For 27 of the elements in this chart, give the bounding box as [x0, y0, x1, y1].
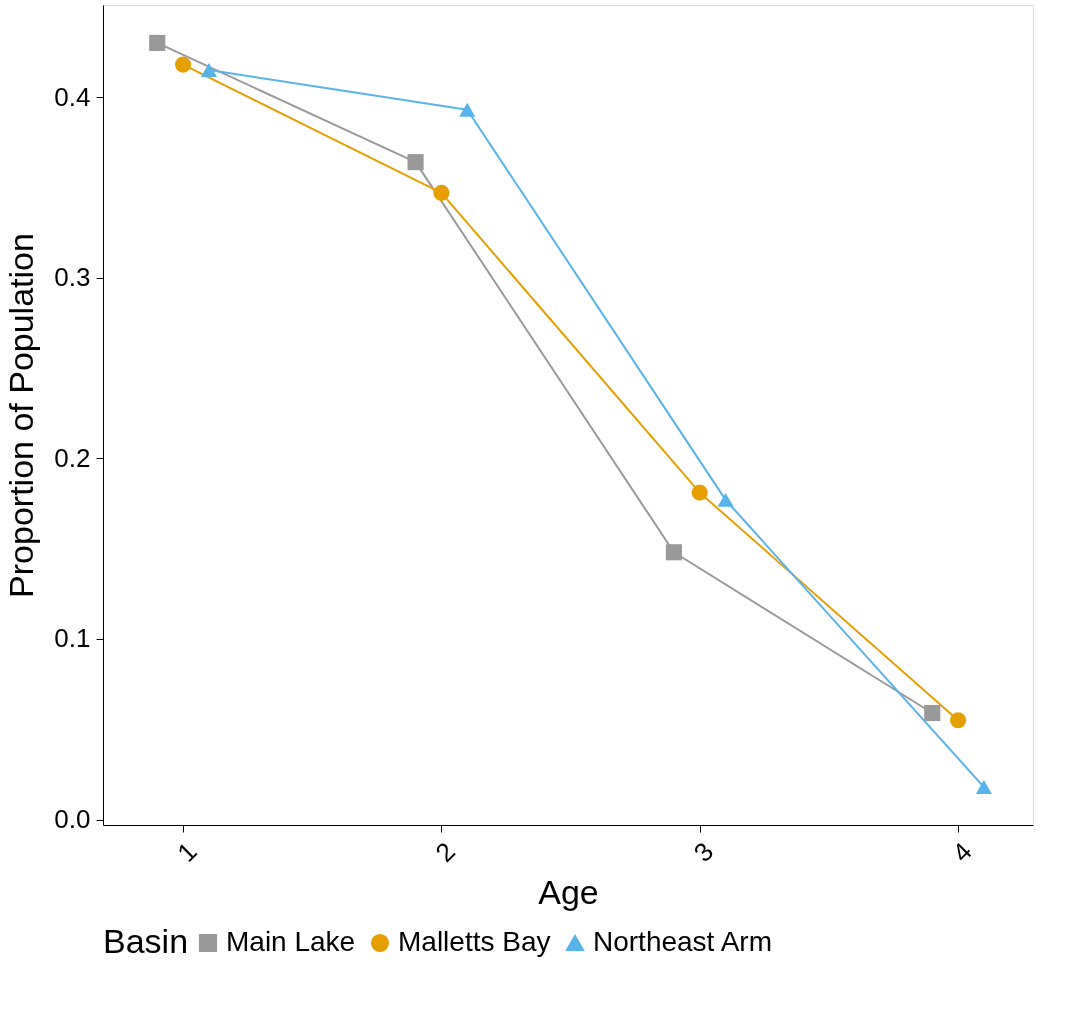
x-tick-label: 2: [429, 836, 462, 868]
x-tick-label: 4: [946, 836, 978, 868]
y-tick-label: 0.1: [54, 623, 91, 654]
point: [459, 102, 476, 117]
point: [691, 484, 708, 501]
x-tick-label: 3: [687, 836, 720, 868]
legend-label: Malletts Bay: [398, 926, 551, 957]
x-tick-label: 1: [171, 836, 203, 868]
legend-title: Basin: [103, 922, 189, 960]
point: [924, 704, 941, 722]
legend-label: Main Lake: [226, 926, 356, 957]
point: [149, 34, 166, 51]
point: [175, 56, 192, 73]
point: [433, 184, 450, 201]
point: [950, 712, 967, 729]
point: [200, 63, 217, 77]
y-tick-label: 0.4: [54, 81, 91, 112]
y-tick-label: 0.2: [54, 442, 91, 473]
point: [407, 154, 424, 171]
x-axis-title: Age: [538, 873, 599, 912]
y-tick-label: 0.0: [54, 804, 91, 835]
legend-label: Northeast Arm: [593, 926, 772, 957]
y-axis-title: Proportion of Population: [2, 233, 41, 598]
y-tick-label: 0.3: [54, 262, 91, 293]
point: [665, 544, 682, 561]
point: [717, 492, 734, 507]
point: [975, 780, 992, 795]
